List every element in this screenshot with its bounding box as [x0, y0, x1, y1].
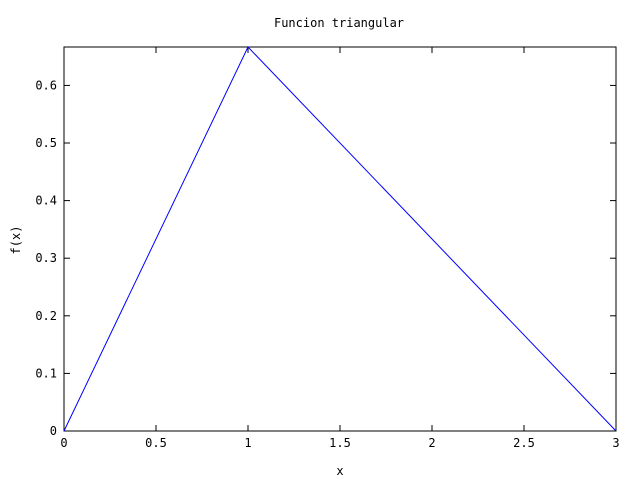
y-tick-label: 0 — [50, 424, 57, 438]
x-tick-label: 0 — [60, 436, 67, 450]
y-tick-label: 0.4 — [35, 194, 57, 208]
y-axis-label: f(x) — [9, 226, 23, 255]
x-tick-label: 2.5 — [513, 436, 535, 450]
series-line — [63, 46, 617, 432]
y-tick-label: 0.3 — [35, 251, 57, 265]
x-axis-label: x — [336, 464, 343, 478]
x-tick-label: 1 — [244, 436, 251, 450]
x-tick-label: 2 — [428, 436, 435, 450]
y-tick-label: 0.6 — [35, 78, 57, 92]
x-tick-label: 0.5 — [145, 436, 167, 450]
axis-ticks — [63, 47, 617, 432]
plot-frame — [63, 46, 617, 432]
x-tick-label: 3 — [612, 436, 619, 450]
series-layer — [63, 46, 617, 432]
y-tick-label: 0.1 — [35, 366, 57, 380]
x-tick-label: 1.5 — [329, 436, 351, 450]
tick-labels: 0 0.5 1 1.5 2 2.5 3 0 0.1 0.2 0.3 0.4 0.5 0.6 — [35, 78, 619, 450]
y-tick-label: 0.5 — [35, 136, 57, 150]
y-tick-label: 0.2 — [35, 309, 57, 323]
chart-title: Funcion triangular — [274, 16, 404, 30]
